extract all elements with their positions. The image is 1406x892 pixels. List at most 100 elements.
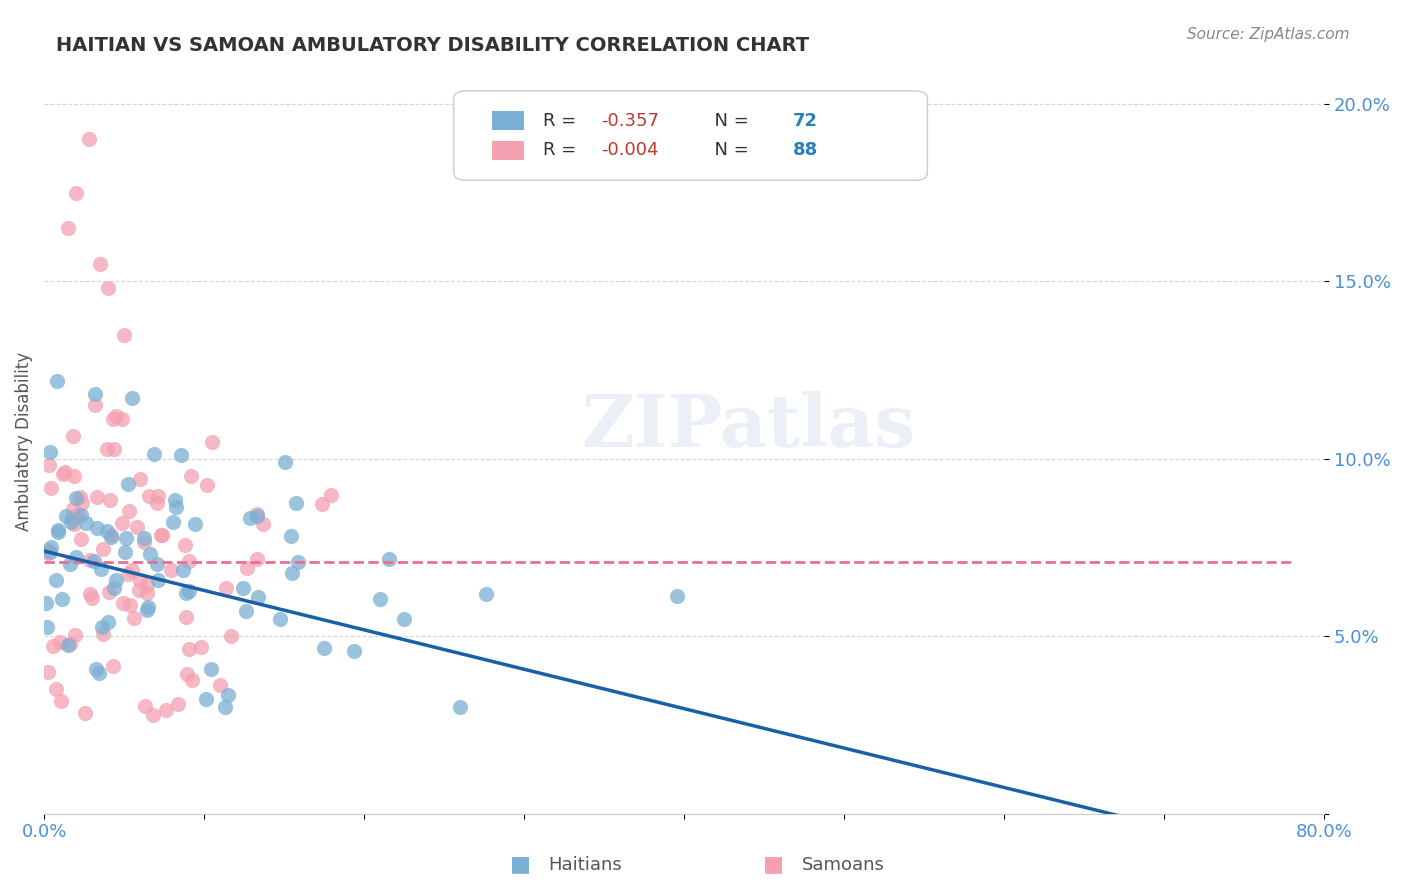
Text: R =: R = (543, 142, 582, 160)
Point (59, 637, 82, 651)
Text: 88: 88 (793, 142, 818, 160)
Point (665, 589, 688, 603)
Point (128, 583, 150, 598)
Point (114, 545, 136, 559)
Point (174, 538, 197, 552)
Point (115, 532, 138, 546)
Point (136, 586, 159, 600)
Point (169, 448, 191, 462)
Point (120, 599, 142, 613)
Point (103, 442, 125, 456)
Point (100, 528, 122, 542)
Text: Haitians: Haitians (548, 855, 621, 873)
Point (392, 612, 415, 626)
Point (96, 524, 118, 538)
Point (368, 592, 391, 607)
Point (37, 620, 59, 634)
Point (219, 629, 242, 643)
Point (72, 496, 94, 510)
Point (84, 662, 107, 676)
Point (86, 490, 108, 504)
Point (90, 561, 112, 575)
Point (56, 221, 79, 235)
Point (165, 500, 187, 514)
Point (449, 700, 471, 714)
Point (46, 523, 69, 537)
Point (146, 496, 169, 510)
Bar (492, 141, 524, 160)
Text: N =: N = (703, 112, 755, 129)
Point (134, 699, 156, 714)
Point (65, 549, 87, 564)
Point (91, 626, 114, 640)
Point (45, 681, 67, 696)
Point (177, 641, 200, 656)
Point (166, 697, 188, 711)
Point (180, 469, 202, 483)
Point (160, 563, 183, 577)
Point (56, 638, 79, 652)
Point (98, 585, 121, 599)
Point (121, 563, 143, 577)
Point (343, 644, 366, 658)
Point (181, 673, 204, 687)
Point (239, 511, 262, 525)
Point (100, 530, 122, 544)
Point (91, 620, 114, 634)
Point (122, 610, 145, 624)
Point (142, 707, 165, 722)
Point (38, 545, 60, 559)
Point (194, 692, 217, 706)
Point (79, 586, 101, 600)
Point (73, 706, 96, 720)
Point (41, 640, 63, 654)
Point (70, 532, 93, 546)
Point (280, 529, 302, 543)
Point (132, 531, 155, 545)
Point (77, 132, 100, 146)
Point (98, 493, 121, 508)
Point (38, 458, 60, 472)
Point (129, 472, 152, 486)
Point (274, 455, 297, 469)
Point (232, 581, 254, 595)
Point (148, 573, 170, 587)
Point (75, 516, 97, 530)
Point (177, 584, 200, 599)
Point (37, 543, 59, 558)
Point (66, 508, 89, 523)
Text: -0.357: -0.357 (600, 112, 659, 129)
Point (136, 603, 159, 617)
Point (312, 640, 335, 655)
Point (184, 516, 207, 531)
Point (112, 327, 135, 342)
Point (200, 662, 222, 676)
Point (35, 596, 58, 610)
Point (145, 557, 167, 571)
Point (46, 375, 69, 389)
Text: Samoans: Samoans (801, 855, 884, 873)
Point (96, 442, 118, 456)
Bar (492, 112, 524, 130)
Point (60, 511, 83, 525)
Text: Source: ZipAtlas.com: Source: ZipAtlas.com (1187, 27, 1350, 42)
Point (252, 516, 274, 531)
Point (63, 517, 86, 532)
Point (247, 591, 270, 605)
Point (177, 554, 200, 568)
Point (136, 578, 159, 592)
Point (65, 186, 87, 200)
Point (111, 412, 134, 426)
Text: 72: 72 (793, 112, 818, 129)
Point (86, 520, 108, 534)
Text: ZIPatlas: ZIPatlas (581, 391, 915, 462)
Point (117, 476, 139, 491)
Point (79, 553, 101, 567)
Point (150, 527, 173, 541)
Point (69, 508, 91, 522)
Point (97, 615, 120, 630)
Text: HAITIAN VS SAMOAN AMBULATORY DISABILITY CORRELATION CHART: HAITIAN VS SAMOAN AMBULATORY DISABILITY … (56, 36, 810, 54)
Point (474, 586, 496, 600)
Point (45, 573, 67, 587)
Point (246, 508, 269, 523)
